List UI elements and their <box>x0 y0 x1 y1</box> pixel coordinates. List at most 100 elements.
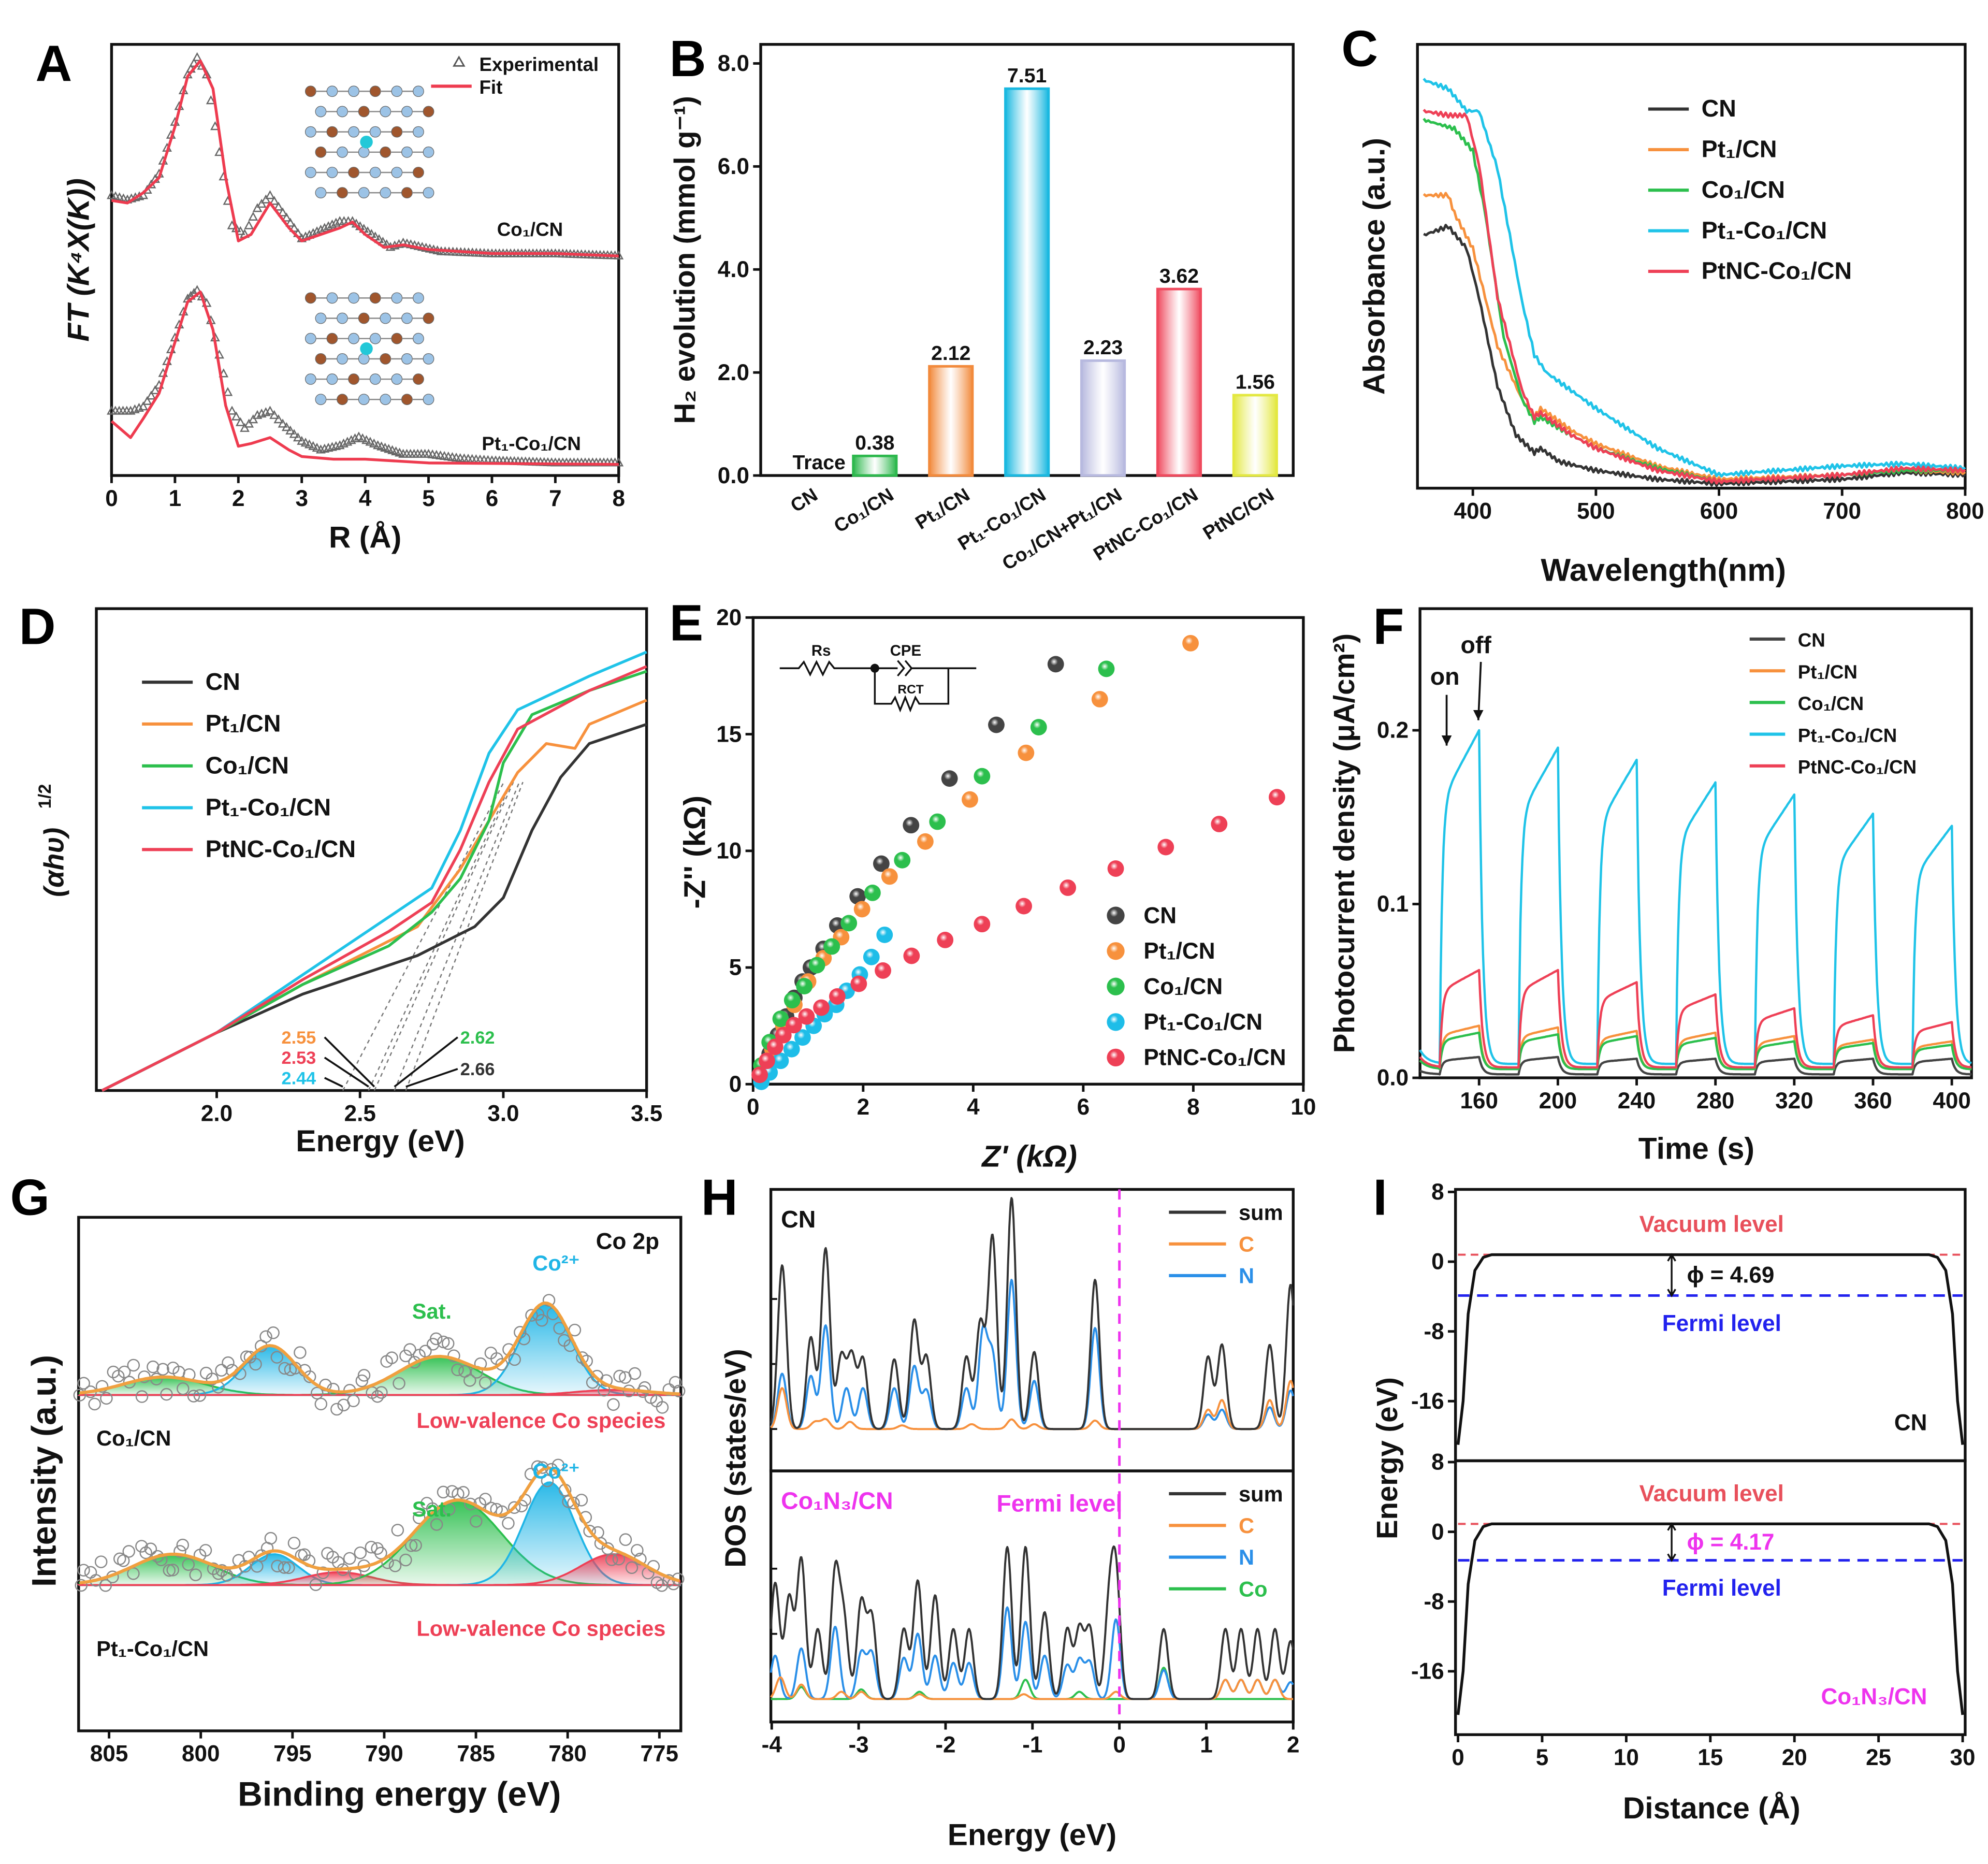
dos-line <box>770 1197 1295 1430</box>
experimental-point <box>265 406 275 415</box>
experimental-point <box>331 218 341 227</box>
potential-line <box>1456 1253 1964 1445</box>
x-tick-label: -1 <box>1022 1732 1042 1758</box>
panel-i-work-function: Distance (Å) Energy (eV) 8 0 -8 -16 Vacuum lev… <box>1371 1179 1975 1825</box>
legend-label: Pt₁-Co₁/CN <box>1702 216 1827 243</box>
experimental-point <box>182 1558 195 1571</box>
data-point <box>840 915 858 932</box>
x-tick-label: 6 <box>486 486 499 511</box>
experimental-point <box>567 1496 580 1510</box>
experimental-point <box>220 1569 234 1582</box>
dos-line <box>770 1380 1294 1430</box>
experimental-point <box>409 1539 422 1552</box>
x-tick-label: -3 <box>849 1732 869 1758</box>
bar <box>1004 87 1050 477</box>
data-point <box>903 817 920 834</box>
bar <box>1232 394 1278 477</box>
experimental-point <box>192 52 202 62</box>
data-point <box>1091 691 1108 707</box>
experimental-point <box>88 1397 101 1411</box>
experimental-point <box>508 1353 521 1366</box>
experimental-point <box>99 1579 112 1592</box>
bar <box>1080 359 1126 477</box>
y-tick-label: 2.0 <box>718 360 749 385</box>
experimental-point <box>94 1555 108 1568</box>
data-point <box>758 1052 775 1070</box>
data-point <box>783 1041 800 1058</box>
legend-label: Pt₁/CN <box>1702 136 1777 163</box>
plot-frame <box>1418 607 1973 1079</box>
category-label: PtNC/CN <box>1199 484 1278 544</box>
legend-label: PtNC-Co₁/CN <box>206 835 356 862</box>
tauc-line <box>101 723 647 1092</box>
experimental-point <box>303 1370 316 1383</box>
experimental-point <box>408 1355 421 1369</box>
arrow <box>324 1036 375 1088</box>
experimental-point <box>399 1553 412 1567</box>
y-axis-label: Intensity (a.u.) <box>25 1355 64 1587</box>
legend-label: PtNC-Co₁/CN <box>1702 257 1852 284</box>
legend-label: PtNC-Co₁/CN <box>1798 756 1917 777</box>
data-point <box>1107 860 1124 877</box>
experimental-point <box>316 224 326 234</box>
experimental-point <box>269 196 280 205</box>
experimental-point <box>84 1566 97 1579</box>
experimental-point <box>443 1503 456 1516</box>
experimental-point <box>607 1398 620 1411</box>
bar <box>1156 287 1202 477</box>
light-on-label: on <box>1430 663 1460 690</box>
x-tick-label: 0 <box>105 486 118 511</box>
bar-value-label: Trace <box>792 452 845 474</box>
tangent-line <box>368 782 513 1091</box>
data-point <box>974 916 991 933</box>
x-tick-label: 200 <box>1539 1088 1577 1114</box>
x-tick-label: 400 <box>1454 498 1492 524</box>
experimental-point <box>163 1564 176 1577</box>
y-tick-label: 0.0 <box>718 463 749 488</box>
fit-component-low <box>76 1553 681 1586</box>
legend-marker <box>1107 977 1125 995</box>
vacuum-level-label: Vacuum level <box>1639 1481 1784 1506</box>
x-axis-label: Distance (Å) <box>1623 1791 1801 1825</box>
experimental-point <box>304 439 314 449</box>
experimental-point <box>391 1524 404 1537</box>
experimental-point <box>189 1568 202 1581</box>
fermi-level-label: Fermi level <box>1662 1311 1781 1336</box>
y-tick-label: 20 <box>716 605 742 630</box>
experimental-point <box>215 1364 228 1377</box>
experimental-point <box>335 440 345 450</box>
data-point <box>1047 656 1064 673</box>
data-point <box>766 1038 783 1056</box>
experimental-point <box>393 1377 405 1390</box>
data-point <box>929 813 946 830</box>
data-point <box>829 988 846 1005</box>
x-tick-label: 7 <box>549 486 562 511</box>
y-axis-label: (αhυ) <box>38 828 69 897</box>
legend-label: Pt₁-Co₁/CN <box>206 793 331 820</box>
data-point <box>864 884 881 901</box>
experimental-point <box>330 1403 343 1416</box>
x-tick-label: 700 <box>1823 498 1861 524</box>
panel-a-exafs: 0 1 2 3 4 5 6 7 8 R (Å) FT (K⁴X(K)) Co₁/CN Pt₁-Co₁/C… <box>62 42 625 555</box>
legend-label: C <box>1239 1513 1254 1538</box>
experimental-point <box>369 438 379 447</box>
experimental-point <box>77 1377 90 1390</box>
structure-inset <box>304 292 434 406</box>
fermi-level-label: Fermi level <box>1662 1576 1781 1601</box>
experimental-point <box>662 1383 675 1396</box>
bar-value-label: 1.56 <box>1236 371 1275 394</box>
experimental-point <box>264 1531 278 1545</box>
x-tick-label: 785 <box>457 1741 495 1767</box>
x-axis-label: Energy (eV) <box>296 1124 465 1158</box>
x-tick-label: 15 <box>1697 1745 1723 1770</box>
legend-label: Co₁/CN <box>1702 176 1785 203</box>
experimental-point <box>144 1542 157 1555</box>
data-point <box>873 855 890 872</box>
data-point <box>962 791 978 808</box>
experimental-point <box>206 1372 219 1385</box>
dos-subplot: -4 -3 -2 -1 0 1 2 sum CN Co Co₁N₃/CN <box>762 1469 1300 1758</box>
experimental-point <box>287 1537 301 1550</box>
data-point <box>875 962 891 979</box>
x-tick-label: 160 <box>1460 1088 1499 1114</box>
data-point <box>894 851 911 869</box>
